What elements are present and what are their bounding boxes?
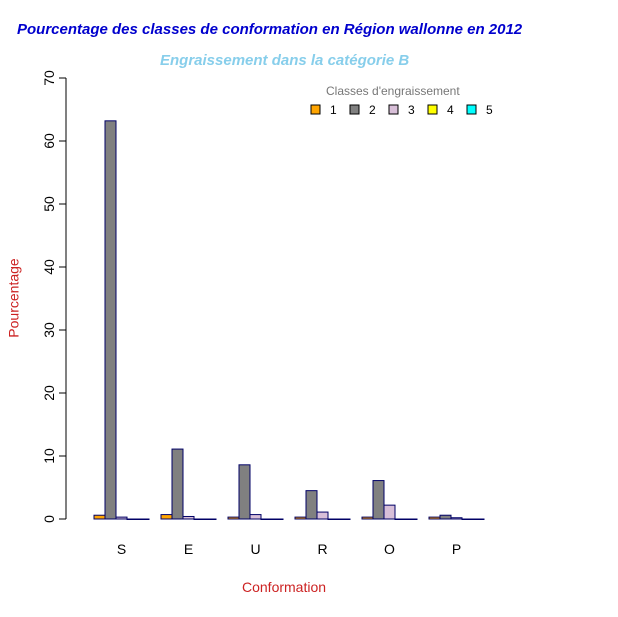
x-axis-label: Conformation (242, 579, 327, 595)
y-tick-label: 40 (41, 259, 57, 275)
bar-P-2 (439, 514, 452, 520)
x-tick-label: U (250, 541, 260, 557)
bar-O-1 (361, 516, 374, 520)
bar-R-4 (327, 518, 340, 520)
chart-title: Pourcentage des classes de conformation … (17, 21, 523, 38)
chart-subtitle: Engraissement dans la catégorie B (160, 52, 410, 69)
legend-swatch-3 (388, 104, 399, 115)
x-tick-label: E (184, 541, 193, 557)
bar-S-3 (115, 516, 128, 520)
bar-U-4 (260, 518, 273, 520)
legend-label-5: 5 (486, 103, 493, 117)
bar-S-5 (137, 518, 150, 520)
bar-O-4 (394, 518, 407, 520)
y-tick-label: 50 (41, 196, 57, 212)
bar-R-3 (316, 511, 329, 520)
bar-U-3 (249, 514, 262, 520)
bar-S-4 (126, 518, 139, 520)
legend-title: Classes d'engraissement (326, 84, 460, 98)
x-tick-label: P (452, 541, 461, 557)
bar-O-5 (405, 518, 418, 520)
bar-E-2 (171, 448, 184, 520)
bar-P-5 (472, 518, 485, 520)
bar-P-3 (450, 517, 463, 520)
y-tick-label: 10 (41, 448, 57, 464)
y-tick-label: 30 (41, 322, 57, 338)
bar-E-4 (193, 518, 206, 520)
legend-swatch-4 (427, 104, 438, 115)
bar-S-2 (104, 120, 117, 520)
x-tick-label: R (317, 541, 327, 557)
y-tick-label: 60 (41, 133, 57, 149)
x-tick-label: S (117, 541, 126, 557)
y-tick-label: 0 (41, 515, 57, 523)
legend-label-3: 3 (408, 103, 415, 117)
bar-O-2 (372, 480, 385, 520)
bar-U-2 (238, 464, 251, 520)
bar-U-5 (271, 518, 284, 520)
bar-P-4 (461, 518, 474, 520)
y-tick-label: 20 (41, 385, 57, 401)
legend-label-2: 2 (369, 103, 376, 117)
legend-swatch-5 (466, 104, 477, 115)
bar-R-1 (294, 516, 307, 520)
bar-E-5 (204, 518, 217, 520)
legend-label-4: 4 (447, 103, 454, 117)
bar-U-1 (227, 516, 240, 520)
y-tick-label: 70 (41, 70, 57, 86)
x-tick-label: O (384, 541, 395, 557)
legend-swatch-1 (310, 104, 321, 115)
bar-S-1 (93, 514, 106, 520)
bar-E-1 (160, 514, 173, 520)
bar-P-1 (428, 516, 441, 520)
bar-R-5 (338, 518, 351, 520)
legend-swatch-2 (349, 104, 360, 115)
bar-O-3 (383, 504, 396, 520)
bar-E-3 (182, 515, 195, 520)
legend-label-1: 1 (330, 103, 337, 117)
bar-R-2 (305, 490, 318, 520)
